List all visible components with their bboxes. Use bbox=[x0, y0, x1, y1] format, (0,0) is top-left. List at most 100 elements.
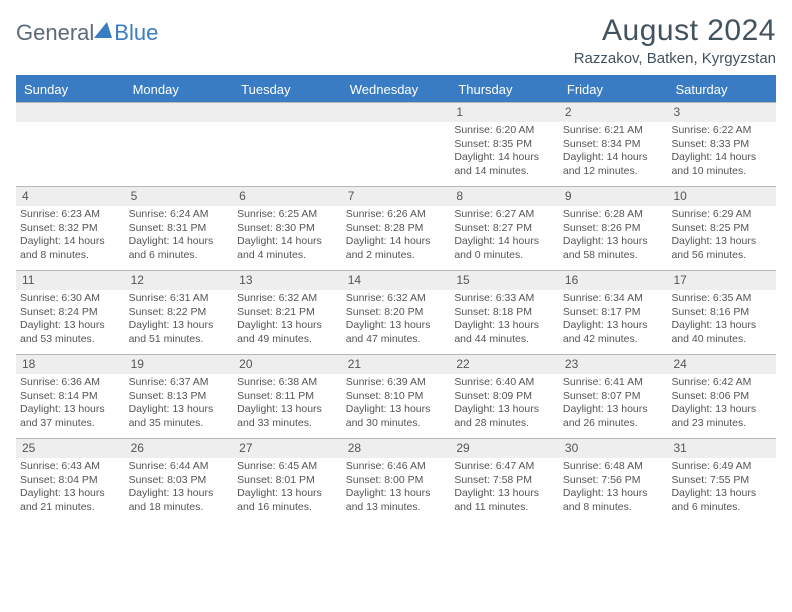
daylight-text: Daylight: 13 hours and 13 minutes. bbox=[346, 487, 447, 514]
sunrise-text: Sunrise: 6:43 AM bbox=[20, 460, 121, 473]
day-cell: 1Sunrise: 6:20 AMSunset: 8:35 PMDaylight… bbox=[450, 102, 559, 186]
day-info: Sunrise: 6:44 AMSunset: 8:03 PMDaylight:… bbox=[129, 458, 230, 514]
sunset-text: Sunset: 7:56 PM bbox=[563, 474, 664, 487]
day-info: Sunrise: 6:31 AMSunset: 8:22 PMDaylight:… bbox=[129, 290, 230, 346]
day-number: 19 bbox=[125, 354, 234, 374]
day-info: Sunrise: 6:45 AMSunset: 8:01 PMDaylight:… bbox=[237, 458, 338, 514]
sunrise-text: Sunrise: 6:47 AM bbox=[454, 460, 555, 473]
day-number: 16 bbox=[559, 270, 668, 290]
day-cell: 2Sunrise: 6:21 AMSunset: 8:34 PMDaylight… bbox=[559, 102, 668, 186]
day-info: Sunrise: 6:36 AMSunset: 8:14 PMDaylight:… bbox=[20, 374, 121, 430]
sunrise-text: Sunrise: 6:39 AM bbox=[346, 376, 447, 389]
day-header: Friday bbox=[559, 77, 668, 102]
day-number: 4 bbox=[16, 186, 125, 206]
day-info: Sunrise: 6:26 AMSunset: 8:28 PMDaylight:… bbox=[346, 206, 447, 262]
day-number: 18 bbox=[16, 354, 125, 374]
sunset-text: Sunset: 8:04 PM bbox=[20, 474, 121, 487]
sunrise-text: Sunrise: 6:45 AM bbox=[237, 460, 338, 473]
day-cell: 27Sunrise: 6:45 AMSunset: 8:01 PMDayligh… bbox=[233, 438, 342, 522]
sunset-text: Sunset: 8:00 PM bbox=[346, 474, 447, 487]
sunrise-text: Sunrise: 6:48 AM bbox=[563, 460, 664, 473]
day-number: 11 bbox=[16, 270, 125, 290]
sunset-text: Sunset: 8:28 PM bbox=[346, 222, 447, 235]
sunrise-text: Sunrise: 6:30 AM bbox=[20, 292, 121, 305]
day-info: Sunrise: 6:27 AMSunset: 8:27 PMDaylight:… bbox=[454, 206, 555, 262]
sunset-text: Sunset: 8:10 PM bbox=[346, 390, 447, 403]
sunrise-text: Sunrise: 6:46 AM bbox=[346, 460, 447, 473]
day-cell: 9Sunrise: 6:28 AMSunset: 8:26 PMDaylight… bbox=[559, 186, 668, 270]
day-header: Monday bbox=[125, 77, 234, 102]
sunset-text: Sunset: 8:21 PM bbox=[237, 306, 338, 319]
day-cell: 28Sunrise: 6:46 AMSunset: 8:00 PMDayligh… bbox=[342, 438, 451, 522]
day-number: 8 bbox=[450, 186, 559, 206]
title-block: August 2024 Razzakov, Batken, Kyrgyzstan bbox=[574, 14, 776, 67]
daylight-text: Daylight: 13 hours and 21 minutes. bbox=[20, 487, 121, 514]
day-number: 24 bbox=[667, 354, 776, 374]
sunrise-text: Sunrise: 6:33 AM bbox=[454, 292, 555, 305]
daylight-text: Daylight: 14 hours and 2 minutes. bbox=[346, 235, 447, 262]
sunset-text: Sunset: 8:16 PM bbox=[671, 306, 772, 319]
logo-word1: General bbox=[16, 20, 94, 46]
logo-triangle-icon bbox=[94, 22, 116, 38]
sunrise-text: Sunrise: 6:40 AM bbox=[454, 376, 555, 389]
logo-word2: Blue bbox=[114, 20, 158, 46]
sunset-text: Sunset: 8:33 PM bbox=[671, 138, 772, 151]
sunset-text: Sunset: 8:06 PM bbox=[671, 390, 772, 403]
daylight-text: Daylight: 13 hours and 6 minutes. bbox=[671, 487, 772, 514]
sunrise-text: Sunrise: 6:32 AM bbox=[237, 292, 338, 305]
sunrise-text: Sunrise: 6:35 AM bbox=[671, 292, 772, 305]
day-info: Sunrise: 6:35 AMSunset: 8:16 PMDaylight:… bbox=[671, 290, 772, 346]
sunset-text: Sunset: 8:17 PM bbox=[563, 306, 664, 319]
sunset-text: Sunset: 7:55 PM bbox=[671, 474, 772, 487]
daylight-text: Daylight: 13 hours and 44 minutes. bbox=[454, 319, 555, 346]
sunset-text: Sunset: 8:27 PM bbox=[454, 222, 555, 235]
daylight-text: Daylight: 13 hours and 18 minutes. bbox=[129, 487, 230, 514]
day-cell: 10Sunrise: 6:29 AMSunset: 8:25 PMDayligh… bbox=[667, 186, 776, 270]
day-cell: 23Sunrise: 6:41 AMSunset: 8:07 PMDayligh… bbox=[559, 354, 668, 438]
day-number: 12 bbox=[125, 270, 234, 290]
day-cell: 12Sunrise: 6:31 AMSunset: 8:22 PMDayligh… bbox=[125, 270, 234, 354]
sunrise-text: Sunrise: 6:29 AM bbox=[671, 208, 772, 221]
day-info: Sunrise: 6:29 AMSunset: 8:25 PMDaylight:… bbox=[671, 206, 772, 262]
calendar: Sunday Monday Tuesday Wednesday Thursday… bbox=[16, 75, 776, 522]
day-info: Sunrise: 6:32 AMSunset: 8:21 PMDaylight:… bbox=[237, 290, 338, 346]
day-info: Sunrise: 6:32 AMSunset: 8:20 PMDaylight:… bbox=[346, 290, 447, 346]
day-header: Tuesday bbox=[233, 77, 342, 102]
daylight-text: Daylight: 13 hours and 11 minutes. bbox=[454, 487, 555, 514]
daylight-text: Daylight: 13 hours and 26 minutes. bbox=[563, 403, 664, 430]
sunrise-text: Sunrise: 6:32 AM bbox=[346, 292, 447, 305]
day-cell bbox=[342, 102, 451, 186]
day-cell: 3Sunrise: 6:22 AMSunset: 8:33 PMDaylight… bbox=[667, 102, 776, 186]
sunrise-text: Sunrise: 6:49 AM bbox=[671, 460, 772, 473]
day-cell: 11Sunrise: 6:30 AMSunset: 8:24 PMDayligh… bbox=[16, 270, 125, 354]
day-header: Wednesday bbox=[342, 77, 451, 102]
day-info: Sunrise: 6:33 AMSunset: 8:18 PMDaylight:… bbox=[454, 290, 555, 346]
daylight-text: Daylight: 13 hours and 37 minutes. bbox=[20, 403, 121, 430]
week-row: 1Sunrise: 6:20 AMSunset: 8:35 PMDaylight… bbox=[16, 102, 776, 186]
day-cell: 22Sunrise: 6:40 AMSunset: 8:09 PMDayligh… bbox=[450, 354, 559, 438]
day-cell: 20Sunrise: 6:38 AMSunset: 8:11 PMDayligh… bbox=[233, 354, 342, 438]
day-info: Sunrise: 6:34 AMSunset: 8:17 PMDaylight:… bbox=[563, 290, 664, 346]
sunrise-text: Sunrise: 6:21 AM bbox=[563, 124, 664, 137]
day-info: Sunrise: 6:42 AMSunset: 8:06 PMDaylight:… bbox=[671, 374, 772, 430]
sunrise-text: Sunrise: 6:42 AM bbox=[671, 376, 772, 389]
day-number: 17 bbox=[667, 270, 776, 290]
daylight-text: Daylight: 13 hours and 51 minutes. bbox=[129, 319, 230, 346]
daylight-text: Daylight: 13 hours and 56 minutes. bbox=[671, 235, 772, 262]
sunset-text: Sunset: 8:30 PM bbox=[237, 222, 338, 235]
daylight-text: Daylight: 13 hours and 33 minutes. bbox=[237, 403, 338, 430]
day-info: Sunrise: 6:28 AMSunset: 8:26 PMDaylight:… bbox=[563, 206, 664, 262]
sunrise-text: Sunrise: 6:28 AM bbox=[563, 208, 664, 221]
day-number: 9 bbox=[559, 186, 668, 206]
sunset-text: Sunset: 8:34 PM bbox=[563, 138, 664, 151]
day-info: Sunrise: 6:47 AMSunset: 7:58 PMDaylight:… bbox=[454, 458, 555, 514]
day-info: Sunrise: 6:48 AMSunset: 7:56 PMDaylight:… bbox=[563, 458, 664, 514]
day-number: 15 bbox=[450, 270, 559, 290]
day-info: Sunrise: 6:22 AMSunset: 8:33 PMDaylight:… bbox=[671, 122, 772, 178]
day-header: Saturday bbox=[667, 77, 776, 102]
sunrise-text: Sunrise: 6:23 AM bbox=[20, 208, 121, 221]
day-number: 20 bbox=[233, 354, 342, 374]
daylight-text: Daylight: 13 hours and 28 minutes. bbox=[454, 403, 555, 430]
daylight-text: Daylight: 13 hours and 35 minutes. bbox=[129, 403, 230, 430]
day-info: Sunrise: 6:46 AMSunset: 8:00 PMDaylight:… bbox=[346, 458, 447, 514]
